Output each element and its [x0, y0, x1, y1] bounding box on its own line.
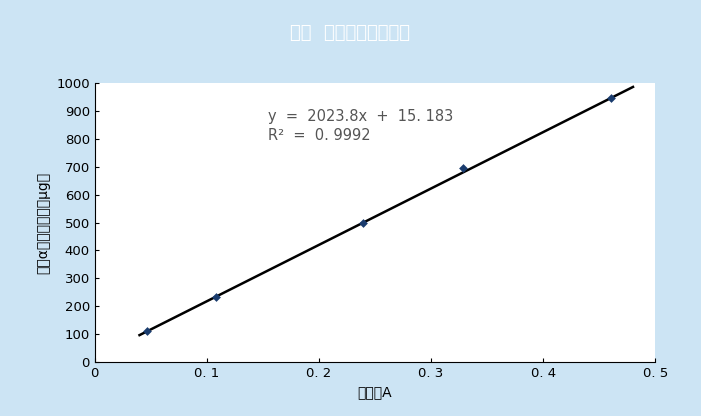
Point [142, 328, 153, 334]
Y-axis label: 对应α－石英质量（μg）: 对应α－石英质量（μg） [36, 171, 50, 274]
Text: 图二  标准曲线及其方程: 图二 标准曲线及其方程 [290, 24, 411, 42]
Point [210, 293, 222, 300]
Text: y  =  2023.8x  +  15. 183: y = 2023.8x + 15. 183 [268, 109, 454, 124]
Point [457, 165, 468, 171]
Point [605, 95, 616, 102]
X-axis label: 吸光度A: 吸光度A [358, 385, 393, 399]
Text: R²  =  0. 9992: R² = 0. 9992 [268, 129, 371, 144]
Point [357, 220, 368, 226]
